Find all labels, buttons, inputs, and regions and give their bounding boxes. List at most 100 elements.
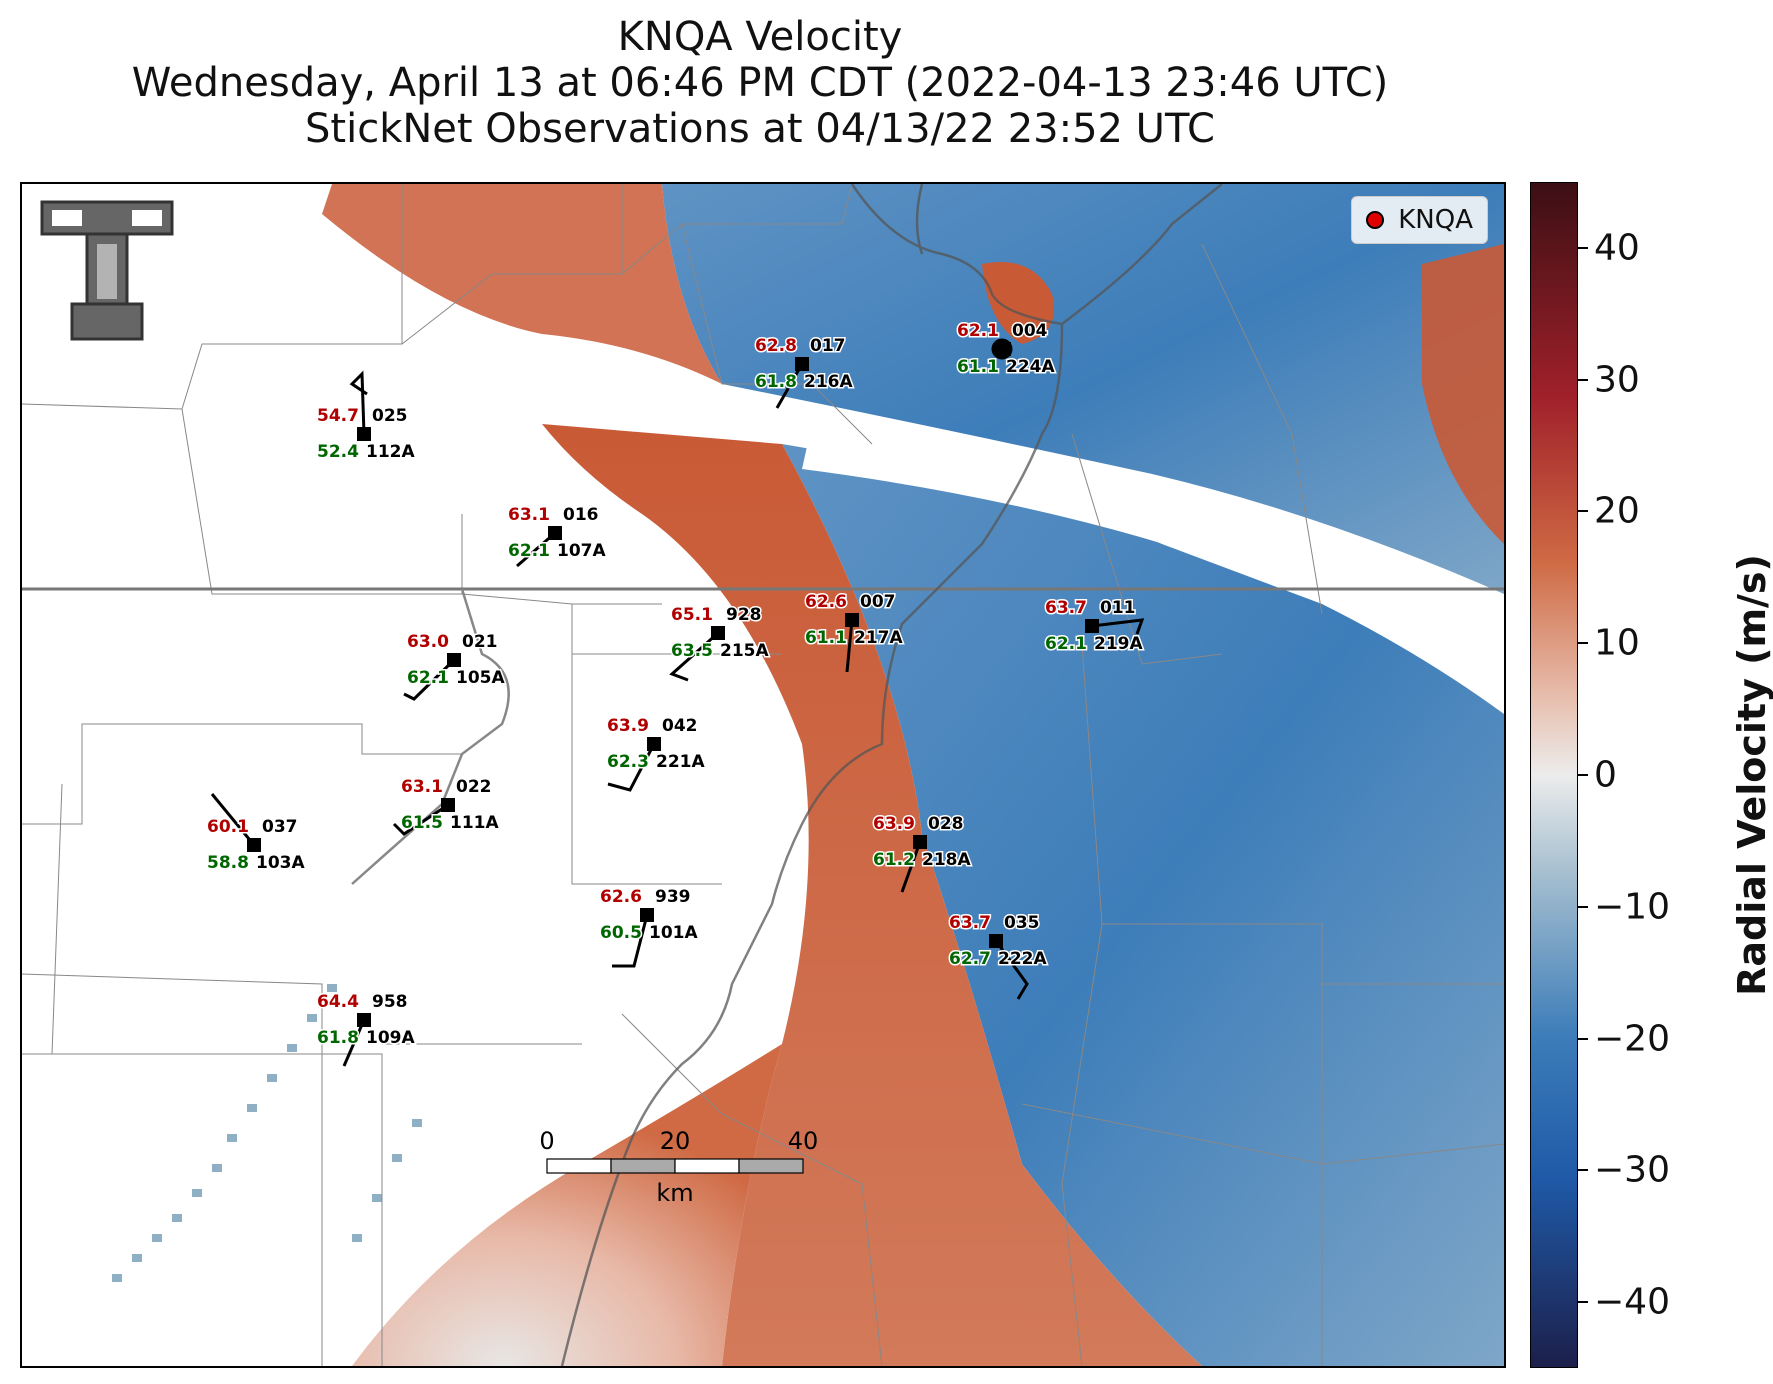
station-plot-103A[interactable]: 60.1 037 58.8 103A — [206, 793, 307, 875]
colorbar-tick-label: −30 — [1594, 1149, 1670, 1191]
station-marker — [441, 798, 455, 812]
dewpoint-label: 62.3 — [607, 752, 649, 772]
station-sub-id-label: 218A — [922, 850, 971, 870]
inbound-velocity-region-north — [662, 184, 1504, 594]
state-boundary-west — [351, 588, 510, 885]
dewpoint-label: 62.1 — [508, 541, 550, 561]
colorbar-tick-label: 10 — [1594, 622, 1640, 664]
station-plot-219A[interactable]: 63.7 011 62.1 219A — [1044, 597, 1145, 656]
dewpoint-label: 62.1 — [407, 668, 449, 688]
radar-map[interactable]: 54.7 025 52.4 112A 63.1 016 62.1 107A 62.8 017 61.… — [20, 182, 1506, 1368]
dewpoint-label: 62.7 — [949, 949, 991, 969]
data-gap-arc — [802, 424, 1504, 704]
station-plot-222A[interactable]: 63.7 035 62.7 222A — [948, 912, 1049, 1000]
rivers — [560, 184, 1223, 1366]
station-sub-id-label: 216A — [804, 372, 853, 392]
temperature-label: 54.7 — [317, 406, 359, 426]
station-plot-224A[interactable]: 62.1 004 61.1 224A — [956, 320, 1057, 379]
station-marker — [913, 835, 927, 849]
station-marker — [1085, 619, 1099, 633]
station-sub-id-label: 103A — [256, 853, 305, 873]
dewpoint-label: 61.8 — [755, 372, 797, 392]
scalebar-label-0: 0 — [539, 1127, 554, 1155]
stationplot-layer: 54.7 025 52.4 112A 63.1 016 62.1 107A 62.8 017 61.… — [206, 320, 1145, 1067]
outbound-velocity-region-north — [322, 184, 722, 384]
colorbar-tick-label: 30 — [1594, 359, 1640, 401]
colorbar-tick-mark — [1578, 378, 1588, 381]
dewpoint-label: 61.2 — [873, 850, 915, 870]
station-marker — [247, 838, 261, 852]
wind-barb — [349, 370, 368, 435]
station-plot-112A[interactable]: 54.7 025 52.4 112A — [316, 370, 417, 464]
wind-barb — [342, 1019, 366, 1067]
station-id-label: 939 — [655, 887, 691, 907]
colorbar — [1530, 182, 1578, 1368]
station-plot-221A[interactable]: 63.9 042 62.3 221A — [606, 715, 707, 792]
colorbar-tick-mark — [1578, 774, 1588, 776]
colorbar-tick-mark — [1578, 246, 1588, 249]
station-marker — [640, 908, 654, 922]
station-sub-id-label: 215A — [720, 641, 769, 661]
dewpoint-label: 60.5 — [600, 923, 642, 943]
wind-barb — [210, 793, 256, 846]
scalebar-unit: km — [656, 1179, 693, 1207]
station-marker — [795, 357, 809, 371]
wind-barb — [607, 743, 656, 792]
colorbar-tick-label: −20 — [1594, 1018, 1670, 1060]
station-marker — [548, 526, 562, 540]
colorbar-tick-label: 40 — [1594, 227, 1640, 269]
colorbar-tick-mark — [1578, 1037, 1588, 1040]
title-line-2: Wednesday, April 13 at 06:46 PM CDT (202… — [131, 60, 1389, 106]
wind-barb — [612, 914, 649, 968]
temperature-label: 63.9 — [607, 716, 649, 736]
scale-bar: 0 20 40 km — [539, 1127, 818, 1207]
dewpoint-label: 62.1 — [1045, 634, 1087, 654]
colorbar-tick-label: 0 — [1594, 754, 1617, 796]
colorbar-tick-label: −10 — [1594, 886, 1670, 928]
dewpoint-label: 61.8 — [317, 1028, 359, 1048]
temperature-label: 63.0 — [407, 632, 449, 652]
title-line-1: KNQA Velocity — [617, 14, 903, 60]
wind-barb — [775, 363, 804, 409]
station-plot-107A[interactable]: 63.1 016 62.1 107A — [507, 504, 608, 568]
station-id-label: 928 — [726, 605, 762, 625]
near-radar-velocity-region — [352, 1044, 782, 1366]
station-marker — [357, 427, 371, 441]
temperature-label: 63.7 — [1045, 598, 1087, 618]
station-plot-218A[interactable]: 63.9 028 61.2 218A — [872, 813, 973, 893]
temperature-label: 65.1 — [671, 605, 713, 625]
knqa-legend-marker — [1366, 211, 1385, 229]
station-plot-216A[interactable]: 62.8 017 61.8 216A — [754, 335, 855, 409]
station-plot-101A[interactable]: 62.6 939 60.5 101A — [599, 886, 700, 968]
station-sub-id-label: 219A — [1094, 634, 1143, 654]
station-plot-215A[interactable]: 65.1 928 63.5 215A — [669, 604, 771, 682]
station-id-label: 042 — [662, 716, 698, 736]
station-id-label: 958 — [372, 992, 408, 1012]
colorbar-tick-mark — [1578, 1301, 1588, 1304]
station-id-label: 011 — [1100, 598, 1136, 618]
station-sub-id-label: 217A — [854, 628, 903, 648]
station-plot-105A[interactable]: 63.0 021 62.1 105A — [403, 631, 507, 701]
colorbar-title: Radial Velocity (m/s) — [1730, 554, 1773, 996]
station-sub-id-label: 224A — [1006, 357, 1055, 377]
station-sub-id-label: 107A — [557, 541, 606, 561]
dewpoint-label: 52.4 — [317, 442, 359, 462]
dewpoint-label: 61.5 — [401, 813, 443, 833]
dewpoint-label: 58.8 — [207, 853, 249, 873]
station-plot-217A[interactable]: 62.6 007 61.1 217A — [804, 591, 905, 673]
wind-barb — [845, 619, 854, 673]
colorbar-tick-mark — [1578, 905, 1588, 908]
dewpoint-label: 61.1 — [957, 357, 999, 377]
station-sub-id-label: 112A — [366, 442, 415, 462]
station-plot-111A[interactable]: 63.1 022 61.5 111A — [392, 776, 501, 836]
station-id-label: 035 — [1004, 913, 1040, 933]
station-sub-id-label: 101A — [649, 923, 698, 943]
wind-barb — [392, 803, 449, 836]
station-plot-109A[interactable]: 64.4 958 61.8 109A — [316, 991, 417, 1067]
map-legend: KNQA — [1351, 196, 1488, 244]
wind-barb — [669, 631, 719, 682]
temperature-label: 62.6 — [805, 592, 847, 612]
colorbar-tick-label: 20 — [1594, 490, 1640, 532]
temperature-label: 63.7 — [949, 913, 991, 933]
plot-title: KNQA Velocity Wednesday, April 13 at 06:… — [0, 14, 1520, 152]
